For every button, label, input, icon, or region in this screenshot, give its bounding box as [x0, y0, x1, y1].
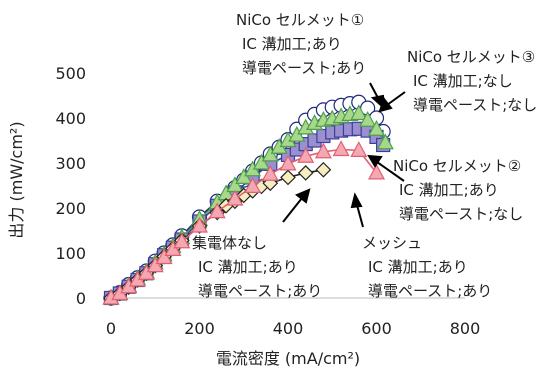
- x-tick-label: 400: [273, 319, 304, 338]
- data-point: [190, 216, 209, 233]
- x-tick-label: 600: [361, 319, 392, 338]
- annotation-nico3-line1: NiCo セルメット③: [407, 48, 535, 66]
- arrow-nico3-head: [378, 96, 393, 113]
- data-point: [173, 232, 191, 249]
- annotation-no-collector: 集電体なし IC 溝加工;あり 導電ペースト;あり: [192, 234, 322, 300]
- y-axis-label: 出力 (mW/cm²): [7, 121, 26, 238]
- data-point: [261, 164, 279, 181]
- y-tick-label: 400: [55, 109, 86, 128]
- series-group: [102, 94, 394, 306]
- annotation-nico3-line2: IC 溝加工;なし: [413, 72, 513, 90]
- data-point: [359, 110, 377, 127]
- data-point: [279, 154, 297, 171]
- data-point: [235, 168, 253, 184]
- annotation-nico1-line3: 導電ペースト;あり: [242, 59, 366, 77]
- annotation-mesh-line3: 導電ペースト;あり: [368, 282, 492, 300]
- y-tick-label: 100: [55, 244, 86, 263]
- data-point: [297, 165, 314, 181]
- data-point: [261, 145, 279, 162]
- data-point: [155, 248, 173, 265]
- annotation-nico3-line3: 導電ペースト;なし: [413, 96, 537, 114]
- data-point: [367, 119, 386, 136]
- data-point: [244, 177, 262, 193]
- annotation-nico1-line2: IC 溝加工;あり: [242, 35, 342, 53]
- annotation-no-collector-line2: IC 溝加工;あり: [198, 258, 298, 276]
- arrow-nashi-head: [295, 188, 311, 204]
- arrow-mesh: [356, 204, 364, 228]
- y-tick-label: 200: [55, 199, 86, 218]
- annotation-mesh-line1: メッシュ: [362, 234, 422, 252]
- annotation-nico1: NiCo セルメット① IC 溝加工;あり 導電ペースト;あり: [236, 11, 366, 77]
- x-axis-label: 電流密度 (mA/cm²): [216, 349, 360, 368]
- x-tick-label: 200: [184, 319, 215, 338]
- tick-labels: 0 200 400 600 800 0 100 200 300 400 500: [55, 64, 480, 338]
- data-point: [137, 263, 155, 280]
- arrow-nico2-head: [367, 154, 383, 168]
- y-tick-label: 0: [76, 289, 86, 308]
- data-point: [350, 141, 368, 157]
- y-tick-label: 500: [55, 64, 86, 83]
- data-point: [297, 146, 315, 163]
- data-point: [376, 133, 394, 150]
- x-tick-label: 0: [106, 319, 116, 338]
- arrow-nico3: [386, 91, 406, 106]
- annotation-arrows: [282, 82, 406, 228]
- x-tick-label: 800: [450, 319, 481, 338]
- data-point: [280, 169, 296, 186]
- annotation-nico1-line1: NiCo セルメット①: [236, 11, 364, 29]
- data-point: [315, 161, 332, 178]
- y-tick-label: 300: [55, 154, 86, 173]
- annotation-nico3: NiCo セルメット③ IC 溝加工;なし 導電ペースト;なし: [407, 48, 537, 114]
- data-point: [350, 104, 368, 121]
- annotation-mesh-line2: IC 溝加工;あり: [368, 258, 468, 276]
- annotation-mesh: メッシュ IC 溝加工;あり 導電ペースト;あり: [362, 234, 492, 300]
- data-point: [146, 256, 164, 273]
- annotation-nico2: NiCo セルメット② IC 溝加工;あり 導電ペースト;なし: [393, 157, 523, 223]
- series-4: [102, 140, 386, 305]
- data-point: [314, 142, 332, 159]
- annotation-nico2-line2: IC 溝加工;あり: [399, 181, 499, 199]
- arrow-mesh-head: [350, 192, 363, 209]
- data-point: [252, 153, 270, 170]
- arrow-nico2: [376, 161, 405, 182]
- data-point: [226, 189, 244, 206]
- annotation-nico2-line1: NiCo セルメット②: [393, 157, 521, 175]
- arrow-nashi: [282, 197, 303, 223]
- arrow-nico1: [369, 82, 379, 99]
- data-point: [367, 163, 386, 180]
- annotation-no-collector-line1: 集電体なし: [192, 234, 267, 252]
- data-point: [164, 240, 182, 256]
- annotation-no-collector-line3: 導電ペースト;あり: [198, 282, 322, 300]
- annotation-nico2-line3: 導電ペースト;なし: [399, 205, 523, 223]
- data-point: [208, 202, 226, 219]
- data-point: [332, 140, 350, 157]
